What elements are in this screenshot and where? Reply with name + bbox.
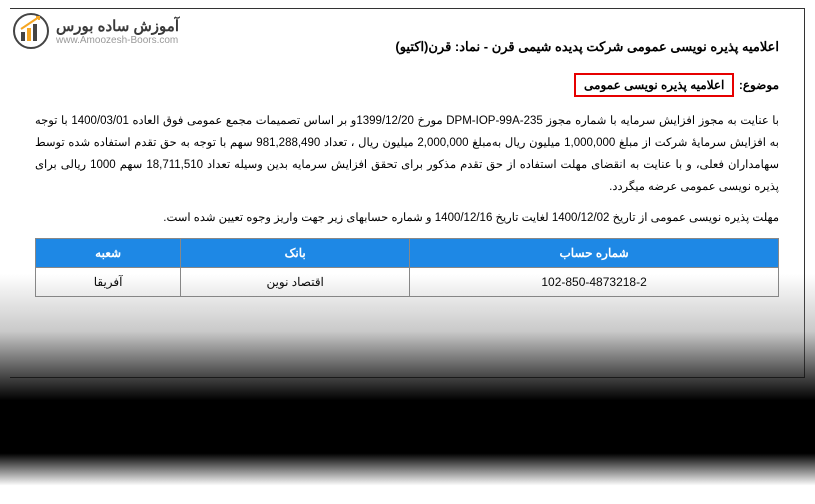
document-page: اعلامیه پذیره نویسی عمومی شرکت پدیده شیم… [10,8,805,378]
accounts-table: شماره حساب بانک شعبه 102-850-4873218-2 ا… [35,238,779,297]
subject-label: موضوع: [739,78,779,92]
col-bank: بانک [181,239,410,268]
cell-account: 102-850-4873218-2 [410,268,779,297]
table-header-row: شماره حساب بانک شعبه [36,239,779,268]
col-branch: شعبه [36,239,181,268]
body-text: با عنایت به مجوز افزایش سرمایه با شماره … [35,111,779,198]
table-row: 102-850-4873218-2 اقتصاد نوین آفریقا [36,268,779,297]
cell-bank: اقتصاد نوین [181,268,410,297]
deadline-text: مهلت پذیره نویسی عمومی از تاریخ 1400/12/… [35,208,779,230]
cell-branch: آفریقا [36,268,181,297]
watermark-title: آموزش ساده بورس [56,17,179,35]
subject-row: موضوع: اعلامیه پذیره نویسی عمومی [35,73,779,97]
watermark-url: www.Amoozesh-Boors.com [56,35,179,46]
watermark: آموزش ساده بورس www.Amoozesh-Boors.com [12,12,179,50]
logo-icon [12,12,50,50]
subject-value: اعلامیه پذیره نویسی عمومی [574,73,734,97]
col-account: شماره حساب [410,239,779,268]
